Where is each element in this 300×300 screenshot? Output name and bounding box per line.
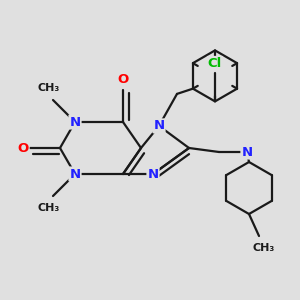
Text: N: N <box>69 167 81 181</box>
Text: O: O <box>117 74 129 86</box>
Text: N: N <box>153 119 165 132</box>
Text: N: N <box>69 116 81 128</box>
Text: CH₃: CH₃ <box>253 243 275 253</box>
Text: N: N <box>147 167 159 181</box>
Text: CH₃: CH₃ <box>38 203 60 213</box>
Text: Cl: Cl <box>208 57 222 70</box>
Text: O: O <box>17 142 28 154</box>
Text: N: N <box>242 146 253 158</box>
Text: CH₃: CH₃ <box>38 83 60 93</box>
